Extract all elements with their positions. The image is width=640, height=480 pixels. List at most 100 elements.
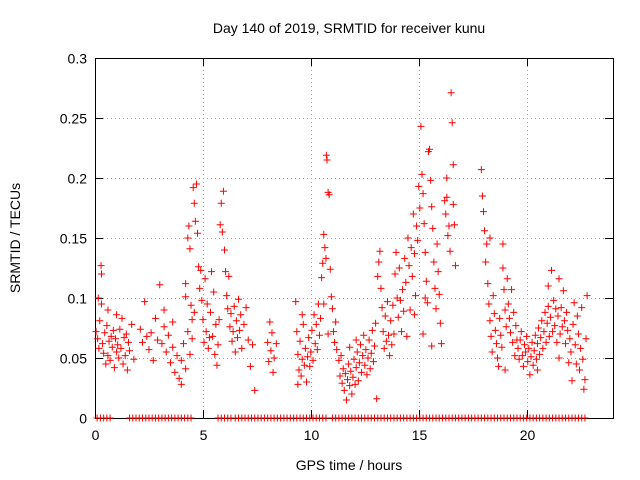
- data-point: [492, 340, 500, 348]
- data-point: [119, 360, 127, 368]
- data-point: [419, 190, 427, 198]
- data-point: [212, 320, 220, 328]
- y-axis-label: SRMTID / TECUs: [7, 183, 23, 293]
- data-point: [106, 414, 114, 422]
- data-point: [232, 317, 240, 325]
- data-point: [449, 161, 457, 169]
- data-point: [544, 282, 552, 290]
- data-point: [496, 314, 504, 322]
- data-point: [419, 330, 427, 338]
- data-point: [498, 343, 506, 351]
- data-point: [448, 119, 456, 127]
- data-point: [97, 262, 105, 270]
- data-point: [511, 352, 519, 360]
- data-point: [184, 328, 192, 336]
- data-point: [482, 258, 490, 266]
- data-point: [509, 338, 517, 346]
- data-point: [540, 328, 548, 336]
- data-point: [300, 361, 308, 369]
- data-point: [571, 341, 579, 349]
- data-point: [538, 317, 546, 325]
- data-point: [251, 386, 259, 394]
- data-point: [395, 264, 403, 272]
- data-point: [348, 390, 356, 398]
- data-point: [244, 336, 252, 344]
- data-point: [403, 332, 411, 340]
- data-point: [224, 305, 232, 313]
- data-point: [229, 328, 237, 336]
- data-point: [449, 200, 457, 208]
- data-point: [149, 356, 157, 364]
- data-point: [527, 353, 535, 361]
- data-point: [199, 316, 207, 324]
- data-point: [517, 328, 525, 336]
- data-point: [107, 332, 115, 340]
- data-point: [566, 335, 574, 343]
- data-point: [364, 354, 372, 362]
- data-point: [112, 335, 120, 343]
- data-point: [413, 222, 421, 230]
- data-point: [497, 331, 505, 339]
- data-point: [136, 325, 144, 333]
- data-point: [426, 145, 434, 153]
- data-point: [345, 360, 353, 368]
- data-point: [268, 329, 276, 337]
- data-point: [397, 328, 405, 336]
- data-point: [222, 268, 230, 276]
- data-point: [535, 324, 543, 332]
- data-point: [185, 222, 193, 230]
- data-point: [320, 230, 328, 238]
- data-point: [141, 298, 149, 306]
- data-point: [477, 166, 485, 174]
- data-point: [195, 263, 203, 271]
- x-tick-label: 15: [412, 427, 428, 443]
- data-point: [367, 349, 375, 357]
- data-point: [188, 335, 196, 343]
- data-point: [115, 354, 123, 362]
- data-point: [99, 340, 107, 348]
- x-tick-label: 0: [92, 427, 100, 443]
- data-point: [350, 355, 358, 363]
- data-point: [94, 294, 102, 302]
- data-point: [432, 305, 440, 313]
- data-point: [240, 320, 248, 328]
- data-point: [355, 359, 363, 367]
- data-point: [539, 344, 547, 352]
- data-point: [396, 296, 404, 304]
- data-point: [340, 386, 348, 394]
- data-point: [376, 247, 384, 255]
- data-point: [399, 286, 407, 294]
- data-point: [421, 294, 429, 302]
- data-point: [323, 156, 331, 164]
- data-point: [495, 362, 503, 370]
- data-point: [130, 355, 138, 363]
- data-point: [581, 376, 589, 384]
- data-point: [383, 298, 391, 306]
- data-point: [321, 244, 329, 252]
- data-point: [501, 366, 509, 374]
- data-point: [96, 317, 104, 325]
- data-point: [295, 366, 303, 374]
- data-point: [236, 326, 244, 334]
- data-point: [530, 347, 538, 355]
- data-point: [335, 356, 343, 364]
- data-point: [443, 193, 451, 201]
- data-point: [412, 292, 420, 300]
- y-tick-label: 0.15: [60, 231, 87, 247]
- data-point: [264, 338, 272, 346]
- data-point: [204, 344, 212, 352]
- data-point: [580, 385, 588, 393]
- data-point: [187, 414, 195, 422]
- data-point: [336, 372, 344, 380]
- data-point: [104, 306, 112, 314]
- data-point: [221, 246, 228, 254]
- data-point: [522, 348, 530, 356]
- data-point: [305, 334, 313, 342]
- data-point: [249, 341, 257, 349]
- data-point: [198, 296, 206, 304]
- data-point: [231, 348, 239, 356]
- data-point: [560, 317, 568, 325]
- data-point: [353, 348, 361, 356]
- data-point: [374, 272, 382, 280]
- data-point: [410, 250, 418, 258]
